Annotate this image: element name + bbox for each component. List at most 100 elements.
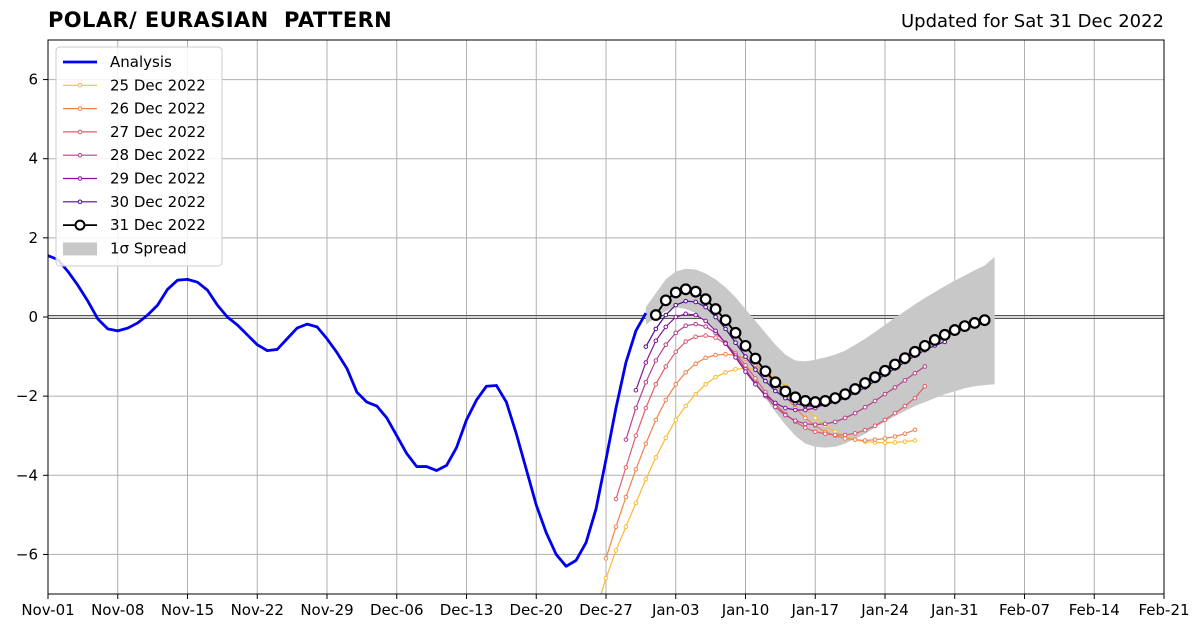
forecast-point (673, 314, 679, 320)
forecast-point (812, 415, 818, 421)
forecast-point (683, 339, 689, 344)
forecast-point (663, 342, 669, 348)
forecast-point (613, 496, 619, 502)
x-tick-label: Nov-15 (161, 601, 214, 619)
forecast-point (902, 403, 908, 409)
forecast-point (968, 317, 981, 329)
forecast-point (862, 404, 868, 410)
forecast-point (693, 334, 698, 340)
forecast-point (832, 419, 838, 425)
forecast-point (643, 379, 649, 385)
forecast-point (799, 394, 812, 407)
forecast-point (753, 367, 758, 372)
forecast-point (699, 293, 712, 306)
legend-marker (77, 83, 83, 88)
forecast-point (693, 312, 698, 318)
forecast-point (663, 397, 669, 403)
forecast-point (653, 338, 659, 344)
forecast-point (643, 441, 649, 446)
forecast-point (713, 328, 718, 334)
forecast-point (683, 311, 689, 317)
forecast-point (683, 323, 689, 329)
forecast-point (723, 341, 728, 346)
forecast-point (872, 423, 878, 429)
forecast-point (783, 405, 788, 411)
forecast-point (802, 407, 808, 413)
forecast-point (912, 438, 918, 443)
forecast-point (753, 376, 758, 381)
forecast-point (623, 437, 629, 442)
forecast-point (753, 381, 758, 387)
legend-marker (74, 219, 86, 231)
forecast-point (773, 404, 778, 410)
forecast-point (958, 320, 971, 333)
legend-swatch (63, 242, 97, 256)
forecast-point (623, 465, 629, 470)
forecast-point (709, 303, 722, 315)
forecast-point (633, 405, 639, 411)
forecast-point (882, 417, 888, 423)
forecast-point (669, 286, 682, 299)
forecast-point (872, 437, 878, 442)
plot-area (48, 254, 995, 594)
forecast-point (978, 314, 991, 327)
forecast-point (802, 421, 808, 427)
forecast-point (812, 422, 818, 427)
forecast-point (839, 388, 852, 401)
forecast-point (912, 370, 918, 376)
legend-label: 29 Dec 2022 (110, 170, 206, 188)
forecast-point (892, 385, 898, 390)
forecast-point (802, 425, 808, 431)
x-tick-label: Dec-13 (440, 601, 494, 619)
forecast-point (673, 302, 679, 308)
forecast-point (633, 467, 639, 472)
x-tick-label: Dec-06 (370, 601, 424, 619)
forecast-point (659, 294, 672, 307)
forecast-point (862, 438, 868, 443)
chart-title: POLAR/ EURASIAN PATTERN (48, 8, 393, 32)
legend-marker (77, 129, 83, 135)
forecast-point (663, 435, 669, 440)
forecast-point (693, 361, 698, 366)
forecast-point (703, 304, 708, 310)
legend-box (55, 46, 223, 267)
forecast-point (882, 391, 888, 397)
forecast-point (743, 354, 748, 359)
forecast-point (683, 370, 689, 375)
forecast-point (689, 285, 702, 298)
x-tick-label: Dec-20 (509, 601, 563, 619)
x-tick-label: Jan-10 (721, 601, 770, 619)
forecast-point (763, 392, 768, 398)
forecast-point (633, 387, 639, 393)
y-tick-label: 2 (28, 229, 38, 247)
forecast-point (892, 410, 898, 416)
legend-label: 1σ Spread (110, 239, 187, 257)
forecast-point (842, 432, 848, 438)
forecast-point (852, 410, 858, 416)
forecast-point (938, 328, 951, 341)
forecast-point (763, 378, 768, 384)
y-tick-label: −6 (16, 545, 38, 563)
forecast-point (723, 351, 728, 357)
forecast-point (849, 383, 862, 395)
legend-label: 25 Dec 2022 (110, 76, 206, 94)
legend-label: 27 Dec 2022 (110, 123, 206, 141)
forecast-point (603, 575, 609, 581)
forecast-point (859, 377, 871, 389)
forecast-point (892, 440, 898, 445)
x-tick-label: Jan-17 (790, 601, 839, 619)
forecast-point (623, 524, 629, 530)
forecast-point (822, 421, 828, 427)
forecast-point (693, 321, 698, 327)
axes: Nov-01 Nov-08 Nov-15 Nov-22 Nov-29 Dec-06 Dec-… (16, 71, 1190, 619)
forecast-point (633, 500, 639, 506)
forecast-point (902, 431, 908, 437)
forecast-point (733, 366, 738, 372)
forecast-point (643, 360, 649, 365)
forecast-point (793, 407, 798, 413)
forecast-point (703, 318, 708, 324)
forecast-point (703, 355, 708, 361)
forecast-point (673, 381, 679, 387)
legend-marker (77, 106, 83, 111)
forecast-point (872, 398, 878, 404)
